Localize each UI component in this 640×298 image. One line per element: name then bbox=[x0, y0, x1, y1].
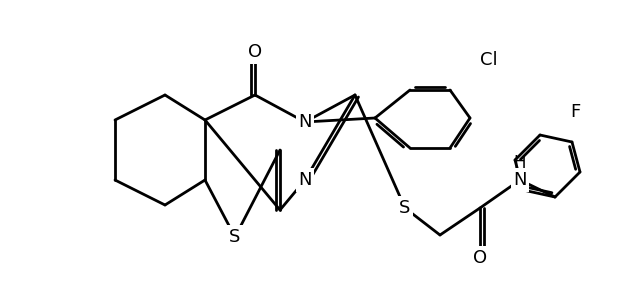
Text: S: S bbox=[229, 228, 241, 246]
Text: Cl: Cl bbox=[480, 51, 498, 69]
Text: O: O bbox=[248, 43, 262, 61]
Text: N: N bbox=[513, 171, 527, 189]
Text: N: N bbox=[298, 113, 312, 131]
Text: F: F bbox=[570, 103, 580, 121]
Text: N: N bbox=[298, 171, 312, 189]
Text: O: O bbox=[473, 249, 487, 267]
Text: H: H bbox=[514, 154, 526, 172]
Text: S: S bbox=[399, 199, 411, 217]
